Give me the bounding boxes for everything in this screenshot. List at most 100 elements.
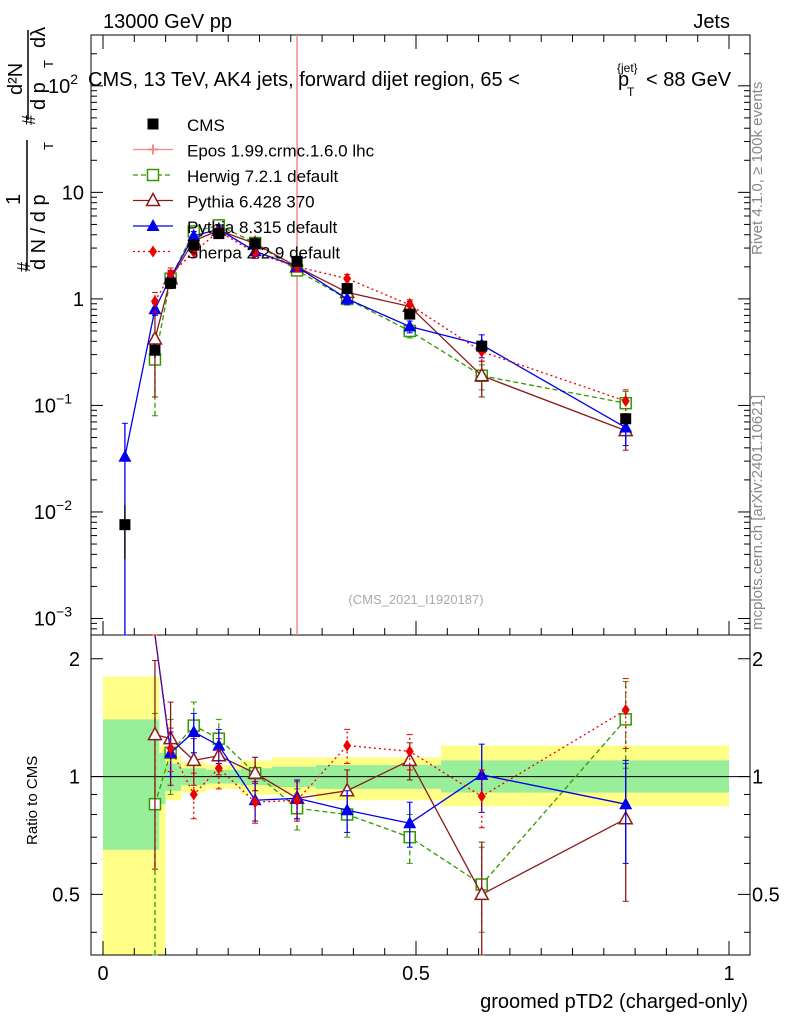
ylabel-hash-1: # [14,262,34,272]
ratio-frame [90,634,751,956]
series-pythia-1-ratio-point [247,764,263,779]
series-sherpa-3-line [154,230,626,402]
cms-point [149,344,161,356]
series-pythia-1-ratio-point [147,726,163,741]
series-herwig-0-line [154,224,626,404]
ylabel-hash-2: # [19,115,39,125]
analysis-id: (CMS_2021_I1920187) [348,592,483,607]
main-ytick-label-base: 10 [34,502,56,524]
legend-marker-0 [147,118,159,130]
title-p: p [618,69,629,91]
cms-point [249,238,261,250]
legend-marker-2 [146,168,160,182]
main-ytick-label-exp: −1 [56,390,72,406]
main-ytick-label: 10−2 [34,497,72,524]
legend-label-3: Pythia 6.428 370 [187,193,315,212]
ratio-band-inner-0 [103,719,160,850]
main-ytick-label-exp: 2 [70,71,78,87]
series-pythia-2-point [148,302,162,315]
legend-label-4: Pythia 8.315 default [187,218,338,237]
series-sherpa-3-point [621,395,630,408]
series-sherpa-3-ratio-line [154,634,627,803]
mcplots-label: mcplots.cern.ch [arXiv:2401.10621] [749,395,766,630]
legend-label-1: Epos 1.99.crmc.1.6.0 lhc [187,142,375,161]
chart-title: CMS, 13 TeV, AK4 jets, forward dijet reg… [88,61,732,99]
series-sherpa-3-ratio-point [405,745,414,758]
series-pythia-1-ratio-point [186,751,202,767]
title-main: CMS, 13 TeV, AK4 jets, forward dijet reg… [88,69,520,91]
series-sherpa-3-ratio-point [214,762,223,775]
series-sherpa-3-ratio-point [166,742,175,755]
series-sherpa-3-point [405,298,414,311]
legend-marker-5 [149,245,157,258]
main-ytick-label-base: 10 [34,608,56,630]
ratio-ytick-label-right: 2 [752,649,763,671]
main-ytick-label-base: 10 [34,395,56,417]
series-sherpa-3-ratio-point [621,703,630,716]
series-sherpa-3-point [251,246,260,259]
x-tick-label: 0.5 [402,963,430,985]
series-pythia-2-point [403,319,417,332]
x-tick-label: 0 [97,963,108,985]
series-pythia-2-ratio-line [154,634,626,824]
ylabel-den3: dλ [28,27,50,48]
header-left: 13000 GeV pp [103,11,232,33]
series-pythia-2-ratio-point [212,738,226,751]
series-pythia-2-line [124,228,627,457]
series-sherpa-3-point [166,268,175,281]
main-ytick-label-exp: −2 [56,497,72,513]
main-ytick-label: 10−3 [34,603,72,630]
cms-point [188,239,200,251]
series-sherpa-3-ratio-point [251,796,260,809]
cms-point [404,308,416,320]
ylabel-num: d²N [5,63,27,95]
main-ytick-label: 10 [62,182,84,204]
main-ylabel: # 1 d N / d p T # d²N d p T dλ [3,27,56,272]
ratio-ytick-label: 0.5 [52,884,80,906]
series-herwig-0-ratio-line [154,718,627,886]
legend-label-5: Sherpa 2.2.9 default [187,244,340,263]
ratio-ytick-label-right: 0.5 [752,884,780,906]
title-tail: < 88 GeV [646,69,732,91]
ratio-ytick-label-right: 1 [752,767,763,789]
main-ytick-label: 1 [73,289,84,311]
series-pythia-2-ratio-point [340,803,354,816]
series-sherpa-3-ratio-point [189,788,198,801]
series-sherpa-3-point [343,272,352,285]
series-sherpa-3-point [150,295,159,308]
cms-point [213,228,225,240]
legend-label-0: CMS [187,116,225,135]
title-t: T [627,85,635,99]
series-pythia-1-ratio-line [154,733,627,896]
series-pythia-2-point [118,449,132,462]
ratio-band-outer-1 [159,745,166,955]
title-jet: {jet} [617,61,638,75]
series-pythia-2-point [340,291,354,304]
cms-point [291,255,303,267]
ylabel-den2: d p [28,82,50,110]
series-pythia-2-ratio-point [475,767,489,780]
legend-label-2: Herwig 7.2.1 default [187,167,338,186]
series-pythia-2-ratio-point [187,724,201,737]
header-right: Jets [693,11,730,33]
x-tick-label: 1 [723,963,734,985]
series-pythia-1-point [473,367,490,382]
series-pythia-2-ratio-point [619,797,633,810]
series-pythia-2-point [619,420,633,433]
cms-point [620,413,632,425]
ylabel-sub-t2: T [41,60,56,68]
cms-point [119,519,131,531]
series-pythia-1-line [154,229,626,432]
ratio-ylabel: Ratio to CMS [24,756,41,845]
main-ytick-label: 10−1 [34,390,72,417]
series-sherpa-3-ratio-point [293,794,302,807]
ratio-ytick-label: 2 [69,649,80,671]
cms-point [476,340,488,352]
series-pythia-1-ratio-point [473,885,490,901]
ylabel-one: 1 [3,194,25,205]
x-axis-label: groomed pTD2 (charged-only) [480,991,748,1013]
ylabel-den1: d N / d p [28,194,50,270]
series-sherpa-3-ratio-point [477,790,486,803]
cms-point [341,283,353,295]
